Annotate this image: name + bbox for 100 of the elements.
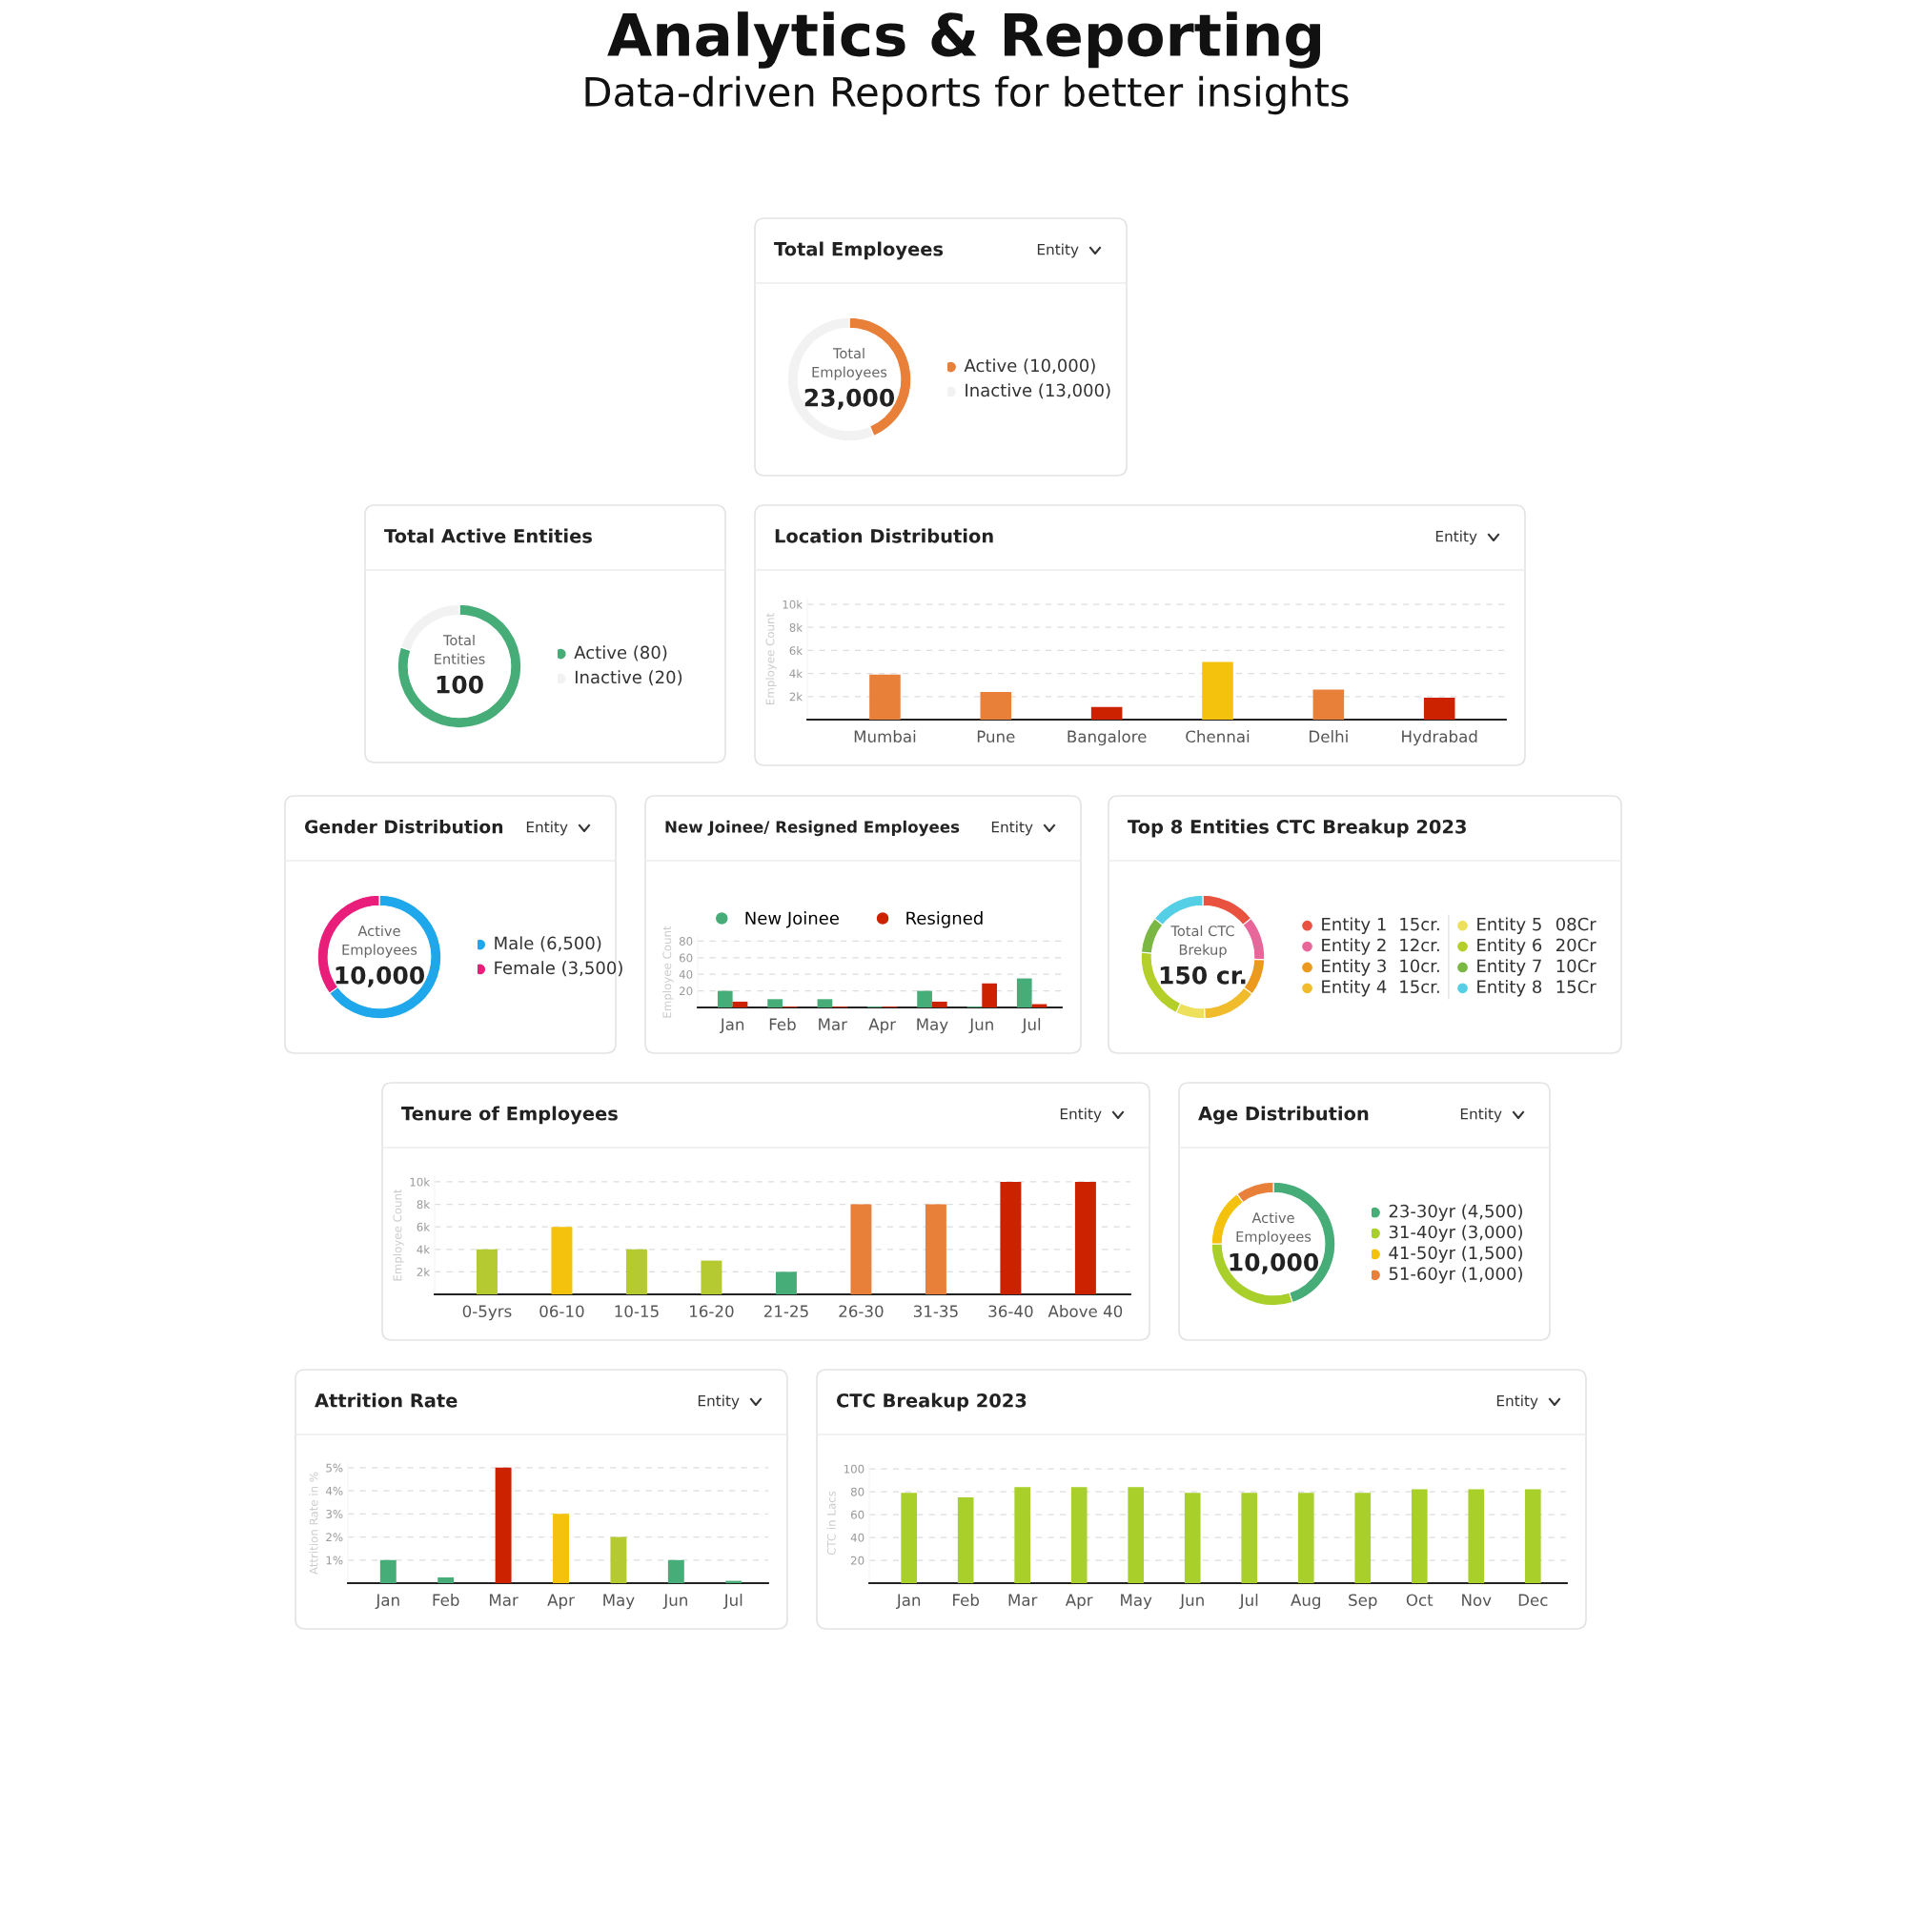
x-tick-label: Jul xyxy=(1021,1018,1041,1034)
y-tick-label: 40 xyxy=(850,1533,864,1542)
bar xyxy=(1074,1181,1096,1294)
legend-label: Inactive (13,000) xyxy=(966,383,1110,399)
bar xyxy=(667,1559,684,1583)
bar xyxy=(817,999,833,1007)
x-tick-label: Jul xyxy=(722,1594,742,1610)
chart-title: Tenure of Employees xyxy=(401,1106,618,1125)
bar xyxy=(437,1576,455,1583)
y-tick-label: 60 xyxy=(850,1510,864,1519)
text: Active Employees xyxy=(342,925,417,958)
data-label: 10Cr xyxy=(1556,959,1596,973)
text: 10,000 xyxy=(1230,1252,1319,1274)
x-tick-label: Mar xyxy=(1008,1594,1038,1607)
text: Data-driven Reports for better insights xyxy=(585,75,1349,115)
bar xyxy=(917,990,932,1007)
bar xyxy=(1312,689,1345,720)
bar xyxy=(553,1514,569,1583)
y-tick-label: 2% xyxy=(326,1533,343,1542)
bar xyxy=(551,1227,573,1294)
bar xyxy=(1090,706,1123,720)
x-tick-label: May xyxy=(603,1594,635,1610)
text: Analytics & Reporting xyxy=(607,11,1320,69)
bar xyxy=(925,1204,946,1294)
x-tick-label: 06-10 xyxy=(539,1305,584,1318)
x-tick-label: Delhi xyxy=(1310,730,1348,743)
text: 150 cr. xyxy=(1160,966,1246,985)
x-tick-label: Sep xyxy=(1349,1594,1377,1610)
x-tick-label: Feb xyxy=(953,1594,980,1607)
chart-subtitle: Entity xyxy=(1496,1394,1538,1410)
chart-subtitle: Entity xyxy=(1037,243,1079,258)
legend-label: Entity 7 xyxy=(1477,959,1541,976)
legend-label: Male (6,500) xyxy=(495,936,601,952)
y-tick-label: 20 xyxy=(850,1556,864,1565)
x-tick-label: 0-5yrs xyxy=(462,1305,512,1321)
x-tick-label: Jun xyxy=(1179,1594,1204,1610)
data-label: 12cr. xyxy=(1400,938,1439,952)
chart-title: New Joinee/ Resigned Employees xyxy=(665,820,960,837)
legend-label: Entity 8 xyxy=(1477,980,1542,997)
x-tick-label: 26-30 xyxy=(839,1305,884,1318)
x-tick-label: Above 40 xyxy=(1047,1305,1123,1318)
bar xyxy=(1423,698,1455,720)
x-tick-label: Bangalore xyxy=(1068,730,1147,746)
y-tick-label: 8k xyxy=(417,1200,431,1210)
legend-label: Entity 2 xyxy=(1322,938,1386,955)
x-tick-label: Jun xyxy=(662,1594,687,1610)
bar xyxy=(982,983,997,1007)
x-tick-label: Jan xyxy=(895,1594,921,1610)
bar xyxy=(476,1249,498,1294)
x-tick-label: Mar xyxy=(819,1018,848,1031)
bar xyxy=(931,1001,947,1007)
x-tick-label: Mar xyxy=(490,1594,519,1607)
x-tick-label: Chennai xyxy=(1186,730,1250,743)
bar xyxy=(850,1204,872,1294)
donut-slice xyxy=(397,603,522,729)
y-tick-label: 4% xyxy=(325,1486,343,1495)
legend-label: Inactive (20) xyxy=(575,670,682,686)
y-tick-label: 4k xyxy=(417,1245,431,1254)
y-tick-label: 4k xyxy=(789,669,803,679)
y-tick-label: 40 xyxy=(679,969,693,979)
chart-title: Gender Distribution xyxy=(304,819,503,834)
chart-title: CTC Breakup 2023 xyxy=(836,1393,1027,1412)
x-tick-label: 36-40 xyxy=(988,1305,1033,1318)
bar xyxy=(1202,661,1233,720)
y-tick-label: 60 xyxy=(679,953,693,963)
text: Active Employees xyxy=(1236,1211,1312,1245)
text: Total Entities xyxy=(435,634,485,664)
bar xyxy=(610,1536,627,1583)
x-tick-label: Mumbai xyxy=(854,730,916,743)
text: 10,000 xyxy=(336,966,425,987)
x-tick-label: Jun xyxy=(968,1018,993,1034)
y-tick-label: 1% xyxy=(326,1556,343,1565)
chart-subtitle: Entity xyxy=(698,1394,740,1410)
chart-subtitle: Entity xyxy=(991,821,1033,836)
legend-label: Active (10,000) xyxy=(964,358,1095,375)
x-tick-label: 31-35 xyxy=(913,1305,958,1318)
y-tick-label: 3% xyxy=(326,1510,343,1518)
chart-subtitle: Entity xyxy=(1435,530,1477,545)
legend-label: 31-40yr (3,000) xyxy=(1389,1225,1522,1242)
y-tick-label: 10k xyxy=(410,1177,431,1187)
x-tick-label: Nov xyxy=(1462,1594,1492,1607)
text: 23,000 xyxy=(804,388,895,410)
chart-subtitle: Entity xyxy=(1460,1108,1502,1123)
bar xyxy=(767,999,783,1007)
x-tick-label: Jul xyxy=(1238,1594,1258,1610)
legend-label: Active (80) xyxy=(574,645,667,661)
legend-label: Resigned xyxy=(906,911,983,928)
legend-label: Entity 6 xyxy=(1477,938,1542,955)
bar xyxy=(1016,978,1032,1007)
legend-label: Entity 4 xyxy=(1322,980,1387,997)
text: Total CTC Brekup xyxy=(1170,925,1234,958)
chart-subtitle: Entity xyxy=(1060,1108,1102,1123)
bar xyxy=(379,1559,397,1583)
text: 100 xyxy=(437,675,483,694)
y-tick-label: 80 xyxy=(679,937,693,946)
chart-title: Total Active Entities xyxy=(384,528,592,543)
bar xyxy=(980,691,1012,720)
y-tick-label: 8k xyxy=(789,622,803,632)
bar xyxy=(775,1271,797,1294)
legend-label: 41-50yr (1,500) xyxy=(1389,1246,1522,1263)
